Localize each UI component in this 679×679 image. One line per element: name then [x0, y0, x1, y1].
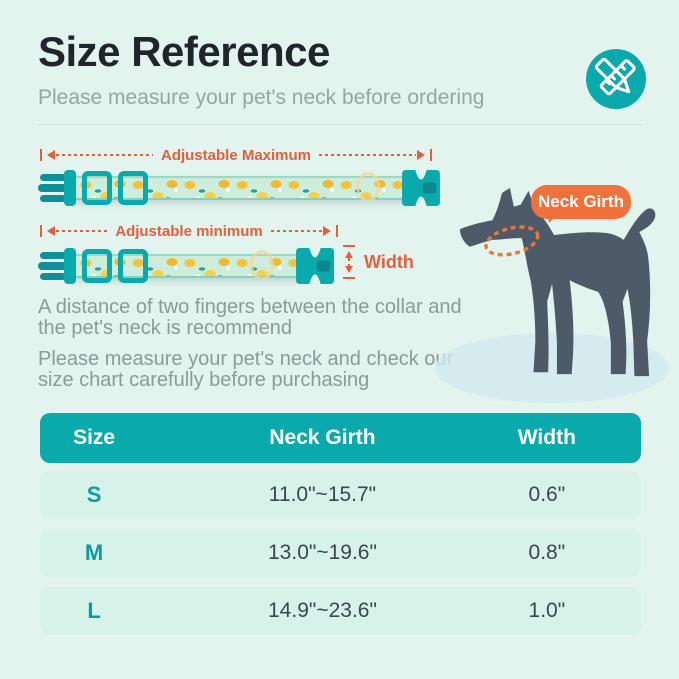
page-title: Size Reference	[38, 28, 330, 75]
adjustable-minimum-label: Adjustable minimum	[115, 222, 263, 240]
size-value: S	[86, 482, 102, 507]
neck-girth-label: Neck Girth	[538, 192, 624, 211]
buckle-prongs-icon	[38, 170, 76, 206]
dashed-line	[56, 154, 153, 156]
note-two-fingers: A distance of two fingers between the co…	[38, 296, 462, 339]
buckle-receiver-icon	[296, 248, 334, 284]
dog-shadow	[435, 333, 669, 403]
measure-tick	[343, 245, 355, 247]
arrowhead-left-icon	[42, 150, 55, 160]
column-header-size: Size	[73, 426, 116, 449]
d-ring-icon	[356, 172, 380, 202]
adjustable-minimum-measure: Adjustable minimum	[40, 222, 338, 240]
pencil-ruler-icon	[586, 49, 646, 109]
column-header-width: Width	[517, 426, 576, 449]
neck-girth-value: 13.0"~19.6"	[268, 541, 377, 564]
width-value: 0.8"	[528, 541, 566, 564]
measure-tick	[336, 225, 338, 237]
buckle-frame-icon	[82, 249, 112, 283]
dashed-line	[56, 230, 108, 232]
collar-strap	[76, 254, 302, 278]
arrowhead-right-icon	[323, 226, 336, 236]
neck-girth-value: 11.0"~15.7"	[268, 483, 377, 506]
page-subtitle: Please measure your pet's neck before or…	[38, 86, 485, 109]
width-value: 0.6"	[528, 483, 566, 506]
measure-tick	[343, 277, 355, 279]
dashed-line	[319, 154, 416, 156]
table-row-s: S 11.0"~15.7" 0.6"	[40, 471, 641, 519]
measure-tick	[430, 149, 432, 161]
neck-girth-value: 14.9"~23.6"	[268, 599, 377, 622]
strap-slider-icon	[118, 249, 148, 283]
buckle-frame-icon	[82, 171, 112, 205]
measure-tick	[40, 149, 42, 161]
size-table-header: Size Neck Girth Width	[40, 413, 641, 463]
size-value: M	[84, 540, 104, 565]
header-divider	[38, 124, 642, 125]
arrowhead-up-icon	[345, 247, 353, 258]
table-row-m: M 13.0"~19.6" 0.8"	[40, 529, 641, 577]
arrowhead-down-icon	[345, 266, 353, 277]
buckle-receiver-icon	[402, 170, 440, 206]
buckle-prongs-icon	[38, 248, 76, 284]
dashed-line	[270, 230, 322, 232]
arrowhead-right-icon	[417, 150, 430, 160]
width-measure	[342, 245, 356, 279]
arrowhead-left-icon	[42, 226, 55, 236]
strap-slider-icon	[118, 171, 148, 205]
dashed-line	[348, 258, 350, 266]
dog-illustration	[459, 187, 656, 377]
adjustable-maximum-label: Adjustable Maximum	[160, 146, 312, 164]
d-ring-icon	[250, 250, 274, 280]
width-value: 1.0"	[528, 599, 566, 622]
neck-girth-callout: Neck Girth	[531, 185, 631, 219]
width-label: Width	[364, 252, 414, 272]
collar-strap	[76, 176, 408, 200]
measure-tick	[40, 225, 42, 237]
column-header-neck-girth: Neck Girth	[269, 426, 376, 449]
neck-girth-dashed-collar	[484, 225, 540, 257]
size-table: Size Neck Girth Width S 11.0"~15.7" 0.6"…	[40, 413, 641, 645]
note-measure-before-purchase: Please measure your pet's neck and check…	[38, 348, 453, 391]
adjustable-maximum-measure: Adjustable Maximum	[40, 146, 432, 164]
size-value: L	[87, 598, 101, 623]
table-row-l: L 14.9"~23.6" 1.0"	[40, 587, 641, 635]
